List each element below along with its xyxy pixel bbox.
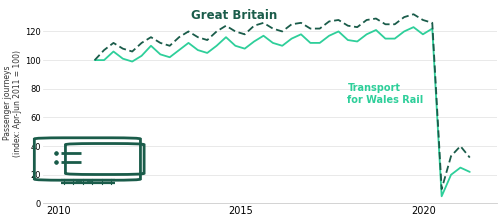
Text: Great Britain: Great Britain (191, 9, 277, 22)
Text: Transport
for Wales Rail: Transport for Wales Rail (348, 83, 424, 105)
Y-axis label: Passenger journeys
(index: Apr-Jun 2011 = 100): Passenger journeys (index: Apr-Jun 2011 … (3, 50, 22, 157)
